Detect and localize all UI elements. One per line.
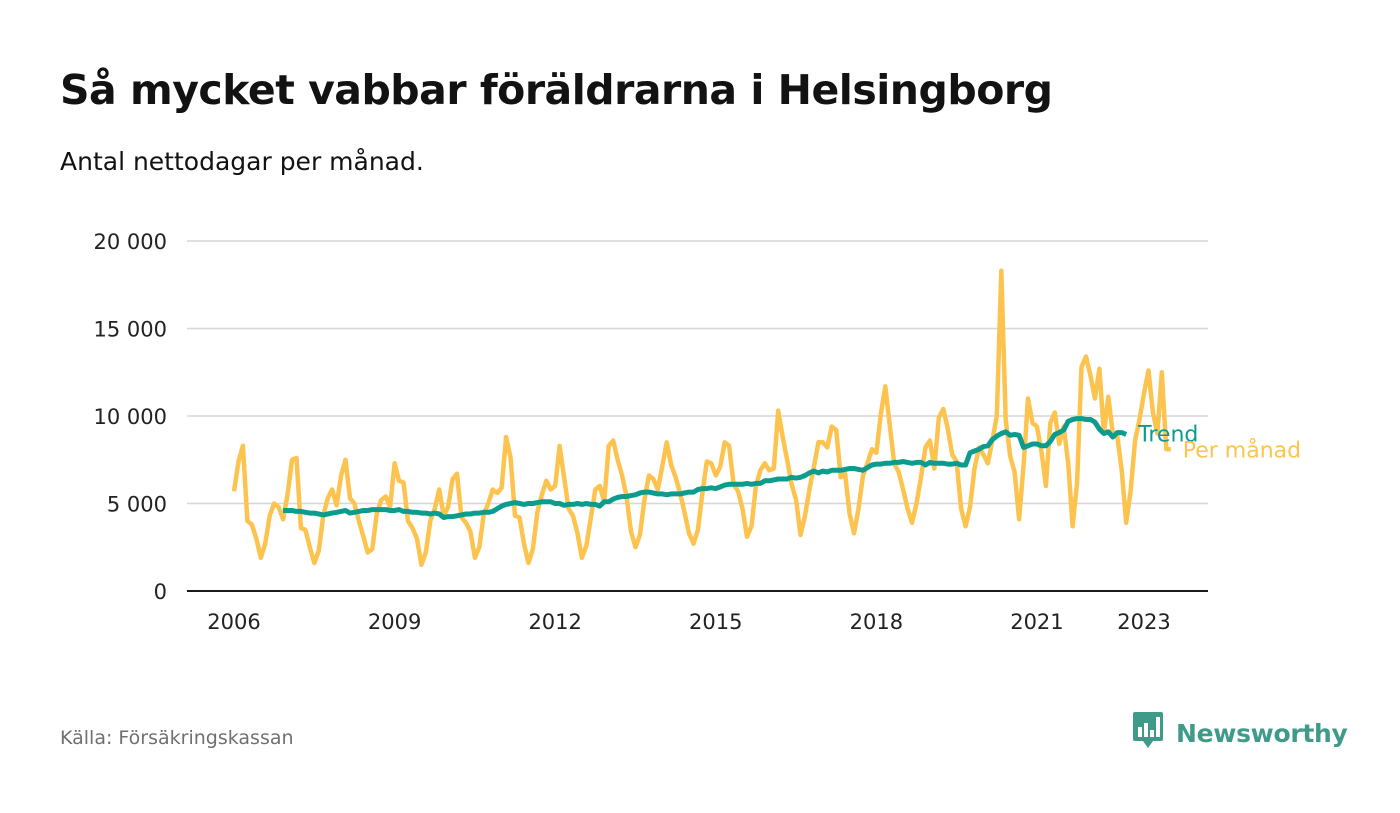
y-axis-ticks: 0 5 000 10 000 15 000 20 000 bbox=[94, 230, 167, 604]
series-label-trend: Trend bbox=[1137, 422, 1198, 447]
x-tick-label: 2015 bbox=[689, 610, 742, 634]
series-label-per-manad: Per månad bbox=[1183, 437, 1301, 463]
brand-logo[interactable]: Newsworthy bbox=[1132, 712, 1348, 754]
x-tick-label: 2009 bbox=[368, 610, 421, 634]
series-line-per-manad bbox=[231, 268, 1171, 568]
y-tick-label: 5 000 bbox=[107, 493, 167, 517]
source-text: Källa: Försäkringskassan bbox=[60, 727, 294, 749]
y-tick-label: 20 000 bbox=[94, 230, 167, 254]
x-axis-ticks: 2006 2009 2012 2015 2018 2021 2023 bbox=[207, 610, 1170, 634]
x-tick-label: 2012 bbox=[528, 610, 581, 634]
x-tick-label: 2021 bbox=[1010, 610, 1063, 634]
y-tick-label: 10 000 bbox=[94, 405, 167, 429]
x-tick-label: 2023 bbox=[1117, 610, 1170, 634]
series-group bbox=[231, 268, 1171, 568]
chart-title: Så mycket vabbar föräldrarna i Helsingbo… bbox=[60, 66, 1053, 114]
bar-chart-speech-bubble-icon bbox=[1132, 711, 1164, 755]
series-line-trend bbox=[283, 416, 1128, 520]
x-tick-label: 2006 bbox=[207, 610, 260, 634]
brand-name: Newsworthy bbox=[1176, 718, 1348, 748]
y-tick-label: 0 bbox=[154, 580, 167, 604]
chart-subtitle: Antal nettodagar per månad. bbox=[60, 147, 424, 176]
x-tick-label: 2018 bbox=[850, 610, 903, 634]
grid-lines bbox=[187, 240, 1208, 592]
y-tick-label: 15 000 bbox=[94, 318, 167, 342]
